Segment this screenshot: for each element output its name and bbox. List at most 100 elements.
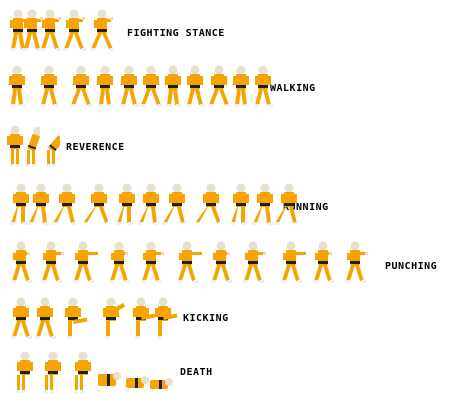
fighter-sprite: [162, 183, 186, 225]
sprite-kicking-frame-1: [6, 296, 36, 340]
fighter-sprite: [211, 241, 232, 283]
sprite-walking-frame-8: [184, 64, 206, 108]
sprite-punching-frame-4: [104, 240, 134, 284]
fighter-sprite: [90, 9, 114, 51]
sprite-running-frame-1: [6, 182, 30, 226]
fighter-sprite: [10, 183, 29, 225]
sprite-walking-frame-6: [140, 64, 162, 108]
fighter-sprite: [149, 378, 173, 392]
sprite-kicking-frame-6: [148, 296, 178, 340]
fighter-sprite: [28, 183, 49, 225]
fighter-sprite: [23, 9, 43, 51]
sprite-reverence-frame-1: [6, 124, 24, 168]
fighter-sprite: [97, 372, 121, 392]
sprite-death-frame-6: [148, 350, 174, 394]
fighter-sprite: [7, 125, 23, 167]
fighter-sprite: [345, 241, 368, 283]
fighter-sprite: [233, 65, 249, 107]
sprite-death-frame-5: [124, 350, 150, 394]
row-label-running: RUNNING: [283, 202, 329, 213]
fighter-sprite: [186, 65, 205, 107]
sprite-kicking-frame-3: [58, 296, 88, 340]
sprite-walking-frame-4: [94, 64, 116, 108]
fighter-sprite: [73, 241, 98, 283]
row-label-kicking: KICKING: [183, 313, 229, 324]
sprite-reverence-frame-2: [22, 124, 40, 168]
sprite-death-frame-1: [8, 350, 34, 394]
fighter-sprite: [243, 241, 266, 283]
fighter-sprite: [196, 183, 220, 225]
fighter-sprite: [84, 183, 108, 225]
fighter-sprite: [63, 9, 86, 51]
sprite-punching-frame-2: [36, 240, 66, 284]
fighter-sprite: [44, 351, 61, 393]
fighter-sprite: [133, 297, 156, 339]
sprite-punching-frame-1: [6, 240, 36, 284]
sprite-running-frame-4: [84, 182, 108, 226]
fighter-sprite: [70, 65, 92, 107]
sprite-walking-frame-1: [6, 64, 28, 108]
fighter-sprite: [140, 65, 162, 107]
sprite-running-frame-10: [250, 182, 274, 226]
fighter-sprite: [165, 65, 181, 107]
fighter-sprite: [41, 241, 64, 283]
fighter-sprite: [208, 65, 230, 107]
sprite-running-frame-9: [226, 182, 250, 226]
sprite-death-frame-3: [66, 350, 92, 394]
sprite-reverence-frame-3: [42, 124, 60, 168]
row-label-fighting-stance: FIGHTING STANCE: [127, 28, 225, 39]
sprite-death-frame-4: [96, 350, 122, 394]
sprite-punching-frame-5: [136, 240, 166, 284]
fighter-sprite: [52, 183, 76, 225]
fighter-sprite: [74, 351, 91, 393]
row-label-reverence: REVERENCE: [66, 142, 125, 153]
sprite-punching-frame-9: [276, 240, 306, 284]
fighter-sprite: [26, 126, 40, 167]
fighter-sprite: [155, 297, 178, 339]
sprite-punching-frame-10: [308, 240, 338, 284]
sprite-kicking-frame-2: [30, 296, 60, 340]
fighter-sprite: [138, 183, 159, 225]
fighter-sprite: [40, 65, 59, 107]
fighter-sprite: [11, 297, 32, 339]
fighter-sprite: [97, 65, 113, 107]
sprite-kicking-frame-4: [96, 296, 126, 340]
fighter-sprite: [274, 183, 298, 225]
fighter-sprite: [177, 241, 202, 283]
sprite-fighting-stance-frame-5: [90, 8, 114, 52]
sprite-walking-frame-9: [208, 64, 230, 108]
sprite-running-frame-3: [52, 182, 76, 226]
row-label-punching: PUNCHING: [385, 261, 438, 272]
fighter-sprite: [40, 9, 61, 51]
fighter-sprite: [125, 376, 149, 392]
fighter-sprite: [281, 241, 306, 283]
sprite-kicking-frame-5: [126, 296, 156, 340]
sprite-walking-frame-2: [38, 64, 60, 108]
sprite-running-frame-6: [136, 182, 160, 226]
fighter-sprite: [11, 241, 32, 283]
sprite-running-frame-8: [196, 182, 220, 226]
fighter-sprite: [65, 297, 88, 339]
fighter-sprite: [252, 183, 273, 225]
sprite-running-frame-11: [274, 182, 298, 226]
sprite-punching-frame-11: [340, 240, 370, 284]
sprite-walking-frame-11: [252, 64, 274, 108]
sprite-walking-frame-10: [230, 64, 252, 108]
sprite-running-frame-7: [162, 182, 186, 226]
sprite-running-frame-2: [26, 182, 50, 226]
fighter-sprite: [16, 351, 33, 393]
fighter-sprite: [35, 297, 56, 339]
fighter-sprite: [254, 65, 273, 107]
fighter-sprite: [141, 241, 164, 283]
sprite-punching-frame-7: [206, 240, 236, 284]
sprite-death-frame-2: [36, 350, 62, 394]
row-label-death: DEATH: [180, 367, 213, 378]
sprite-walking-frame-5: [118, 64, 140, 108]
sprite-fighting-stance-frame-2: [20, 8, 44, 52]
fighter-sprite: [46, 130, 60, 167]
sprite-punching-frame-6: [172, 240, 202, 284]
row-label-walking: WALKING: [270, 83, 316, 94]
sprite-walking-frame-3: [70, 64, 92, 108]
sprite-fighting-stance-frame-4: [62, 8, 86, 52]
